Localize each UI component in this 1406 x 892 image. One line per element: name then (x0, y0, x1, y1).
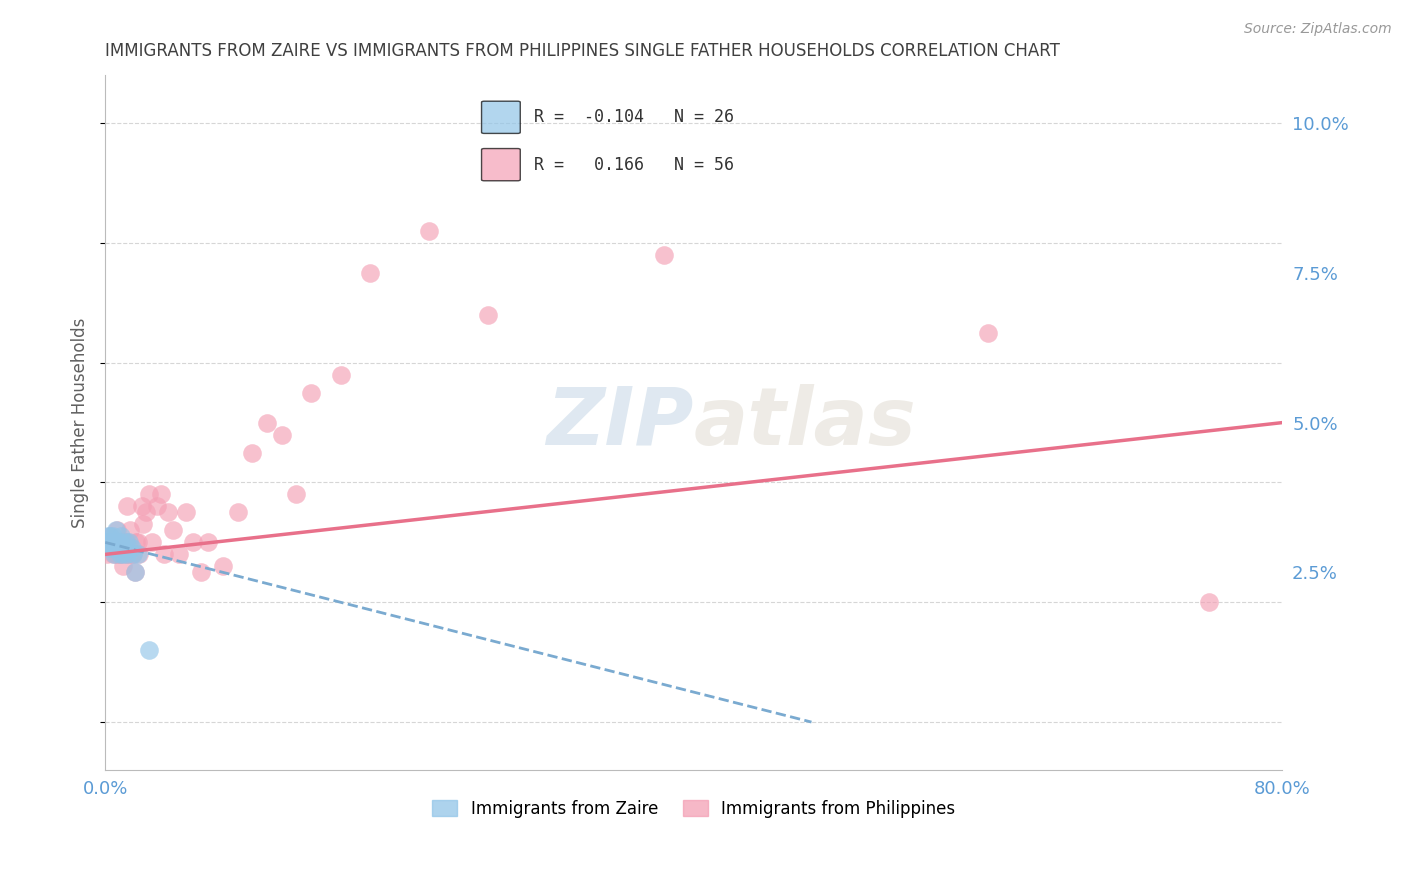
Point (131, 500, 153, 514)
Y-axis label: Single Father Households: Single Father Households (72, 318, 89, 528)
Point (114, 547, 136, 561)
Point (162, 524, 184, 538)
Text: Source: ZipAtlas.com: Source: ZipAtlas.com (1244, 22, 1392, 37)
Point (141, 535, 163, 549)
Point (103, 535, 125, 549)
Legend: Immigrants from Zaire, Immigrants from Philippines: Immigrants from Zaire, Immigrants from P… (426, 793, 962, 824)
Point (111, 547, 134, 561)
Point (124, 566, 146, 580)
Point (120, 524, 142, 538)
Point (96, 535, 118, 549)
Point (285, 487, 308, 501)
Point (121, 547, 143, 561)
Point (124, 566, 146, 580)
Point (190, 566, 212, 580)
Point (125, 535, 148, 549)
Point (138, 643, 160, 657)
Point (104, 535, 127, 549)
Point (114, 535, 136, 549)
Point (226, 505, 249, 519)
Point (108, 535, 131, 549)
Point (145, 500, 167, 514)
Point (117, 535, 139, 549)
Point (167, 547, 190, 561)
Point (98, 529, 121, 543)
Point (107, 547, 129, 561)
Point (138, 487, 160, 501)
Point (153, 547, 176, 561)
Point (104, 547, 127, 561)
Point (104, 524, 127, 538)
Point (100, 535, 122, 549)
Point (299, 385, 322, 400)
Point (127, 547, 149, 561)
Point (96, 547, 118, 561)
Point (98, 541, 121, 556)
Point (98, 541, 121, 556)
Point (108, 547, 131, 561)
Point (135, 505, 157, 519)
Point (105, 535, 128, 549)
Point (101, 547, 124, 561)
Point (977, 326, 1000, 340)
Point (174, 505, 197, 519)
Point (240, 445, 263, 459)
Point (100, 535, 122, 549)
Point (654, 248, 676, 262)
Point (104, 535, 127, 549)
Point (97, 529, 120, 543)
Point (103, 541, 125, 556)
Point (197, 535, 219, 549)
Point (112, 541, 135, 556)
Point (329, 368, 352, 382)
Point (97, 535, 120, 549)
Text: IMMIGRANTS FROM ZAIRE VS IMMIGRANTS FROM PHILIPPINES SINGLE FATHER HOUSEHOLDS CO: IMMIGRANTS FROM ZAIRE VS IMMIGRANTS FROM… (105, 42, 1060, 60)
Point (128, 547, 150, 561)
Point (132, 517, 155, 532)
Point (183, 535, 205, 549)
Point (418, 224, 440, 238)
Point (359, 266, 381, 280)
Point (108, 547, 131, 561)
Point (212, 559, 235, 574)
Point (270, 427, 292, 442)
Point (1198, 595, 1220, 609)
Point (256, 416, 278, 430)
Point (107, 541, 129, 556)
Point (111, 559, 134, 574)
Point (110, 547, 132, 561)
Point (157, 505, 180, 519)
Point (127, 535, 149, 549)
Point (112, 535, 135, 549)
Point (477, 308, 499, 322)
Point (118, 535, 141, 549)
Point (105, 524, 128, 538)
Point (110, 529, 132, 543)
Point (117, 500, 139, 514)
Point (122, 547, 145, 561)
Text: atlas: atlas (693, 384, 917, 461)
Point (150, 487, 173, 501)
Point (117, 547, 139, 561)
Point (101, 529, 124, 543)
Text: ZIP: ZIP (547, 384, 693, 461)
Point (101, 541, 124, 556)
Point (110, 535, 132, 549)
Point (122, 547, 145, 561)
Point (118, 547, 141, 561)
Point (98, 529, 121, 543)
Point (103, 547, 125, 561)
Point (121, 541, 143, 556)
